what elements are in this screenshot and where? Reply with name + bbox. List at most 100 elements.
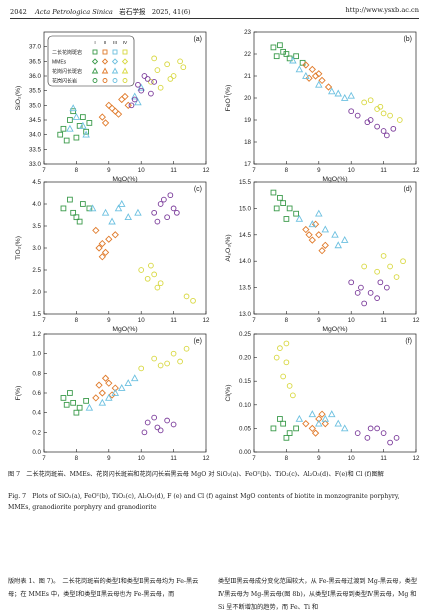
- data-point: [290, 392, 296, 399]
- data-point: [308, 220, 317, 228]
- data-point: [170, 205, 177, 212]
- data-point: [135, 81, 141, 88]
- y-tick-label: 4.5: [32, 179, 41, 186]
- data-point: [124, 101, 132, 109]
- data-point: [374, 295, 380, 302]
- data-point: [151, 271, 158, 278]
- data-point: [73, 214, 80, 221]
- y-tick-label: 15.5: [239, 179, 252, 186]
- data-point: [98, 113, 106, 121]
- data-point: [289, 56, 297, 64]
- journal-url: http://www.ysxb.ac.cn: [345, 6, 419, 14]
- data-point: [148, 79, 154, 85]
- data-point: [283, 216, 290, 222]
- y-tick-label: 22: [244, 51, 251, 58]
- panel-label: (e): [193, 338, 202, 345]
- data-point: [70, 399, 77, 406]
- data-point: [164, 417, 170, 424]
- data-point: [377, 279, 384, 286]
- data-point: [157, 201, 164, 207]
- y-tick-label: 1.2: [32, 331, 41, 338]
- x-tick-label: 9: [107, 455, 111, 462]
- y-tick-label: 0.15: [239, 378, 252, 385]
- y-tick-label: 15.0: [239, 205, 252, 212]
- data-point: [114, 204, 123, 212]
- data-point: [170, 350, 177, 357]
- data-point: [400, 258, 406, 265]
- x-tick-label: 10: [348, 317, 355, 324]
- data-point: [286, 383, 293, 389]
- x-tick-label: 8: [285, 167, 289, 174]
- y-tick-label: 0.2: [32, 429, 41, 436]
- data-point: [63, 401, 70, 408]
- data-point: [60, 125, 67, 132]
- x-tick-label: 9: [317, 455, 321, 462]
- data-point: [367, 425, 374, 432]
- data-point: [170, 73, 177, 79]
- data-point: [308, 424, 316, 433]
- data-point: [131, 96, 138, 103]
- plot-frame: [43, 31, 207, 165]
- y-tick-label: 1.0: [32, 351, 41, 358]
- data-point: [98, 253, 106, 261]
- y-axis-label: F(%): [15, 386, 22, 401]
- panel-d: 7 8 9 10 11 12 13.0 13.5 14.0 14.5 15.0 15.5 MgO(%) A…: [225, 179, 420, 333]
- data-point: [321, 420, 329, 428]
- legend-row-label: 花岗闪长岩: [52, 77, 77, 84]
- data-point: [111, 384, 119, 392]
- x-tick-label: 9: [317, 317, 321, 324]
- x-tick-label: 8: [75, 455, 79, 462]
- data-point: [105, 393, 113, 401]
- data-point: [138, 87, 145, 94]
- x-tick-label: 10: [138, 317, 145, 324]
- data-point: [83, 398, 89, 404]
- data-point: [295, 414, 304, 422]
- x-tick-label: 11: [170, 455, 177, 462]
- data-point: [95, 244, 103, 252]
- data-point: [315, 231, 323, 239]
- y-tick-label: 23: [244, 29, 251, 36]
- x-tick-label: 10: [138, 167, 145, 174]
- data-point: [98, 398, 107, 406]
- panel-a: 7 8 9 10 11 12 33.0 33.5 34.0 34.5 35.0 35.5 36.0 36.…: [15, 31, 210, 183]
- data-point: [374, 425, 380, 432]
- data-point: [111, 388, 120, 396]
- data-point: [76, 218, 83, 225]
- data-point: [387, 263, 393, 270]
- legend-row-label: 花岗闪长斑岩: [52, 68, 82, 75]
- y-tick-label: 1.5: [32, 311, 41, 318]
- header-left: 2042 Acta Petrologica Sinica 岩石学报 2025, …: [10, 6, 191, 16]
- legend-marker: [112, 78, 118, 83]
- legend-marker: [102, 49, 108, 55]
- data-point: [380, 430, 387, 436]
- data-point: [328, 410, 336, 418]
- panel-label: (f): [405, 338, 412, 345]
- y-tick-label: 21: [244, 73, 251, 80]
- y-tick-label: 0.0: [32, 449, 41, 456]
- panel-label: (c): [194, 186, 202, 193]
- legend-marker: [102, 78, 108, 83]
- data-point: [277, 194, 283, 201]
- data-point: [92, 394, 100, 402]
- y-tick-label: 35.5: [29, 88, 42, 95]
- data-point: [367, 290, 374, 296]
- legend-box: [47, 35, 135, 87]
- data-point: [157, 280, 164, 287]
- data-point: [105, 101, 113, 109]
- data-point: [321, 241, 329, 249]
- figure-caption-cn: 图 7 二长花岗斑岩、MMEs、花岗闪长斑岩和花岗闪长岩黑云母 MgO 对 Si…: [8, 471, 384, 478]
- y-axis-label: Cl(%): [225, 385, 232, 402]
- data-point: [315, 70, 323, 78]
- data-point: [302, 61, 310, 69]
- y-tick-label: 36.0: [29, 73, 42, 80]
- y-tick-label: 0.6: [32, 390, 41, 397]
- data-point: [67, 117, 73, 123]
- data-point: [299, 59, 306, 66]
- data-point: [321, 414, 330, 422]
- legend-marker: [112, 49, 118, 55]
- body-text-right: 类型Ⅲ黑云母成分变化范围较大，从 Fe-黑云母过渡到 Mg-黑云母，类型Ⅳ黑云母…: [218, 578, 418, 611]
- legend-row-label: 二长花岗斑岩: [52, 49, 82, 56]
- data-point: [374, 123, 380, 130]
- data-point: [83, 128, 89, 135]
- data-point: [305, 74, 313, 82]
